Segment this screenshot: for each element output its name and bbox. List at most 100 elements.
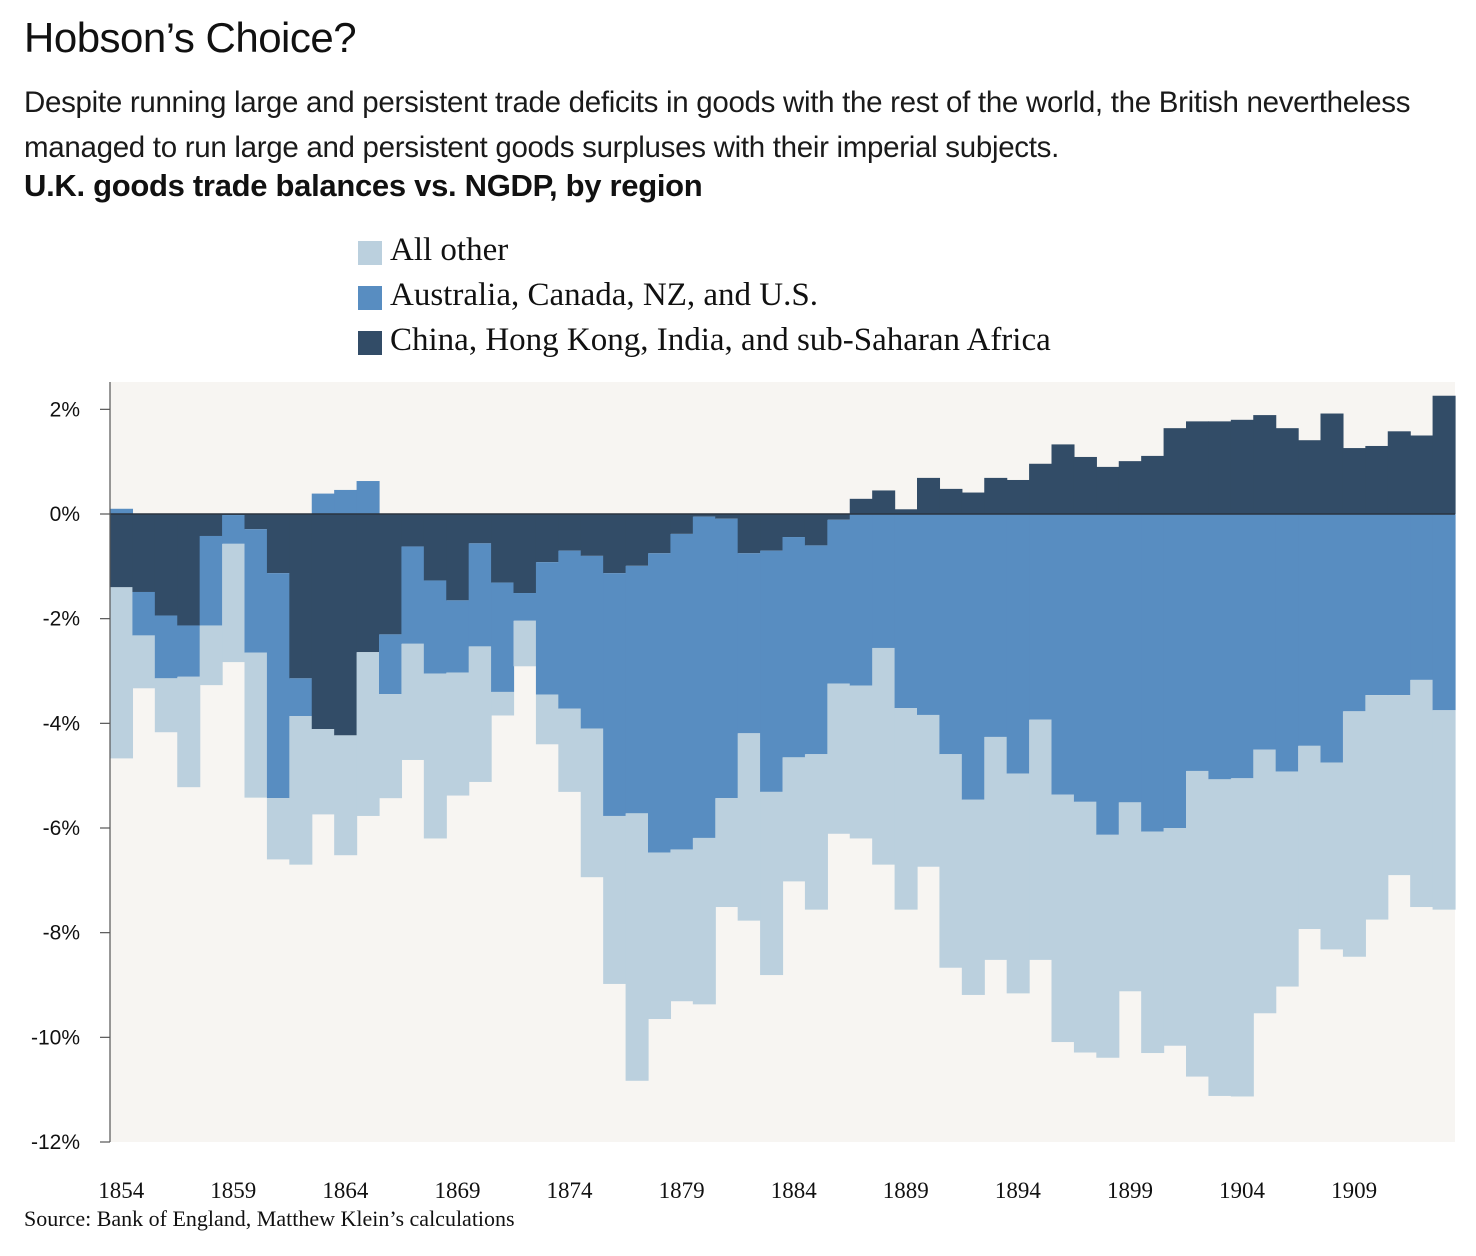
bar-aus-can-nz-us-1880 <box>692 516 716 838</box>
chart-subtitle: Despite running large and persistent tra… <box>24 86 1411 164</box>
legend-item-all-other: All other <box>358 228 1051 273</box>
bar-china-hk-india-ssa-1878 <box>648 514 672 554</box>
bar-china-hk-india-ssa-1890 <box>917 477 941 514</box>
bar-all-other-1863 <box>311 729 335 815</box>
bar-china-hk-india-ssa-1873 <box>535 514 559 563</box>
bar-aus-can-nz-us-1909 <box>1342 514 1366 712</box>
bar-china-hk-india-ssa-1895 <box>1029 463 1053 514</box>
bar-aus-can-nz-us-1892 <box>961 514 985 800</box>
bar-all-other-1904 <box>1230 778 1254 1097</box>
bar-aus-can-nz-us-1900 <box>1141 514 1165 832</box>
bar-all-other-1906 <box>1275 771 1299 987</box>
bar-china-hk-india-ssa-1858 <box>199 514 223 536</box>
y-tick-label: -10% <box>31 1026 80 1049</box>
bar-aus-can-nz-us-1910 <box>1365 514 1389 696</box>
y-tick-label: -6% <box>43 817 80 840</box>
bar-all-other-1857 <box>177 676 201 788</box>
source-note: Source: Bank of England, Matthew Klein’s… <box>24 1206 515 1231</box>
bar-aus-can-nz-us-1906 <box>1275 514 1299 772</box>
bar-china-hk-india-ssa-1906 <box>1275 428 1299 514</box>
legend-label: Australia, Canada, NZ, and U.S. <box>390 277 818 313</box>
legend-label: All other <box>390 232 509 268</box>
bar-aus-can-nz-us-1890 <box>917 514 941 715</box>
bar-all-other-1908 <box>1320 762 1344 950</box>
bar-all-other-1911 <box>1387 695 1411 876</box>
bar-china-hk-india-ssa-1886 <box>827 514 851 520</box>
bar-china-hk-india-ssa-1879 <box>670 514 694 534</box>
bar-china-hk-india-ssa-1857 <box>177 514 201 626</box>
bar-aus-can-nz-us-1913 <box>1432 514 1456 711</box>
bar-all-other-1880 <box>692 837 716 1005</box>
bar-all-other-1905 <box>1253 749 1277 1014</box>
bar-china-hk-india-ssa-1860 <box>244 514 268 530</box>
bar-all-other-1872 <box>513 620 537 667</box>
bar-aus-can-nz-us-1863 <box>311 493 335 514</box>
bar-aus-can-nz-us-1872 <box>513 593 537 621</box>
bar-all-other-1892 <box>961 799 985 995</box>
stacked-bar-chart: 2% 0% -2% -4% -6% -8% -10% -12% 1854 1859 1864 1869… <box>31 382 1456 1200</box>
axes: 2% 0% -2% -4% -6% -8% -10% -12% 1854 1859 1864 1869… <box>31 382 1455 1200</box>
bar-aus-can-nz-us-1902 <box>1186 514 1210 771</box>
bar-aus-can-nz-us-1878 <box>648 553 672 853</box>
bar-china-hk-india-ssa-1900 <box>1141 455 1165 514</box>
bar-aus-can-nz-us-1859 <box>222 515 246 544</box>
bar-all-other-1874 <box>558 708 582 792</box>
bar-all-other-1879 <box>670 849 694 1002</box>
bar-china-hk-india-ssa-1856 <box>154 514 178 616</box>
bar-china-hk-india-ssa-1875 <box>580 514 604 556</box>
bar-aus-can-nz-us-1912 <box>1410 514 1434 680</box>
bar-all-other-1888 <box>872 647 896 865</box>
x-tick-label: 1854 <box>98 1178 145 1200</box>
bar-aus-can-nz-us-1911 <box>1387 514 1411 696</box>
bar-china-hk-india-ssa-1903 <box>1208 421 1232 514</box>
bar-aus-can-nz-us-1862 <box>289 678 313 717</box>
bar-aus-can-nz-us-1869 <box>446 600 470 673</box>
bar-all-other-1861 <box>266 798 290 860</box>
bar-china-hk-india-ssa-1882 <box>737 514 761 554</box>
legend-swatch-all-other <box>358 240 382 265</box>
bar-aus-can-nz-us-1856 <box>154 615 178 679</box>
legend-swatch-aus-can-nz-us <box>358 285 382 310</box>
bar-aus-can-nz-us-1895 <box>1029 514 1053 720</box>
chart-title: Hobson’s Choice? <box>24 14 357 61</box>
bar-aus-can-nz-us-1879 <box>670 533 694 850</box>
bar-aus-can-nz-us-1857 <box>177 625 201 677</box>
bar-china-hk-india-ssa-1898 <box>1096 466 1120 514</box>
bar-all-other-1869 <box>446 672 470 796</box>
bar-all-other-1894 <box>1006 773 1030 994</box>
bar-china-hk-india-ssa-1910 <box>1365 445 1389 514</box>
bar-china-hk-india-ssa-1887 <box>849 498 873 514</box>
bar-china-hk-india-ssa-1872 <box>513 514 537 594</box>
y-tick-label: -2% <box>43 608 80 631</box>
bar-china-hk-india-ssa-1885 <box>804 514 828 546</box>
bar-china-hk-india-ssa-1863 <box>311 514 335 730</box>
bar-all-other-1860 <box>244 652 268 798</box>
bar-china-hk-india-ssa-1880 <box>692 514 716 517</box>
legend-swatch-china-hk-india-ssa <box>358 330 382 355</box>
bar-all-other-1891 <box>939 754 963 968</box>
bar-all-other-1898 <box>1096 834 1120 1058</box>
bar-china-hk-india-ssa-1861 <box>266 514 290 574</box>
bar-aus-can-nz-us-1903 <box>1208 514 1232 780</box>
legend: All other Australia, Canada, NZ, and U.S… <box>358 228 1051 363</box>
bar-aus-can-nz-us-1866 <box>379 634 403 695</box>
bar-china-hk-india-ssa-1874 <box>558 514 582 551</box>
bar-china-hk-india-ssa-1904 <box>1230 419 1254 514</box>
bar-aus-can-nz-us-1881 <box>715 518 739 799</box>
bar-aus-can-nz-us-1896 <box>1051 514 1075 795</box>
legend-item-aus-can-nz-us: Australia, Canada, NZ, and U.S. <box>358 273 1051 318</box>
bar-china-hk-india-ssa-1891 <box>939 488 963 514</box>
bar-aus-can-nz-us-1891 <box>939 514 963 755</box>
bar-all-other-1868 <box>423 673 447 839</box>
bar-all-other-1864 <box>334 735 358 856</box>
x-tick-label: 1884 <box>771 1178 818 1200</box>
bar-aus-can-nz-us-1884 <box>782 537 806 758</box>
bar-aus-can-nz-us-1888 <box>872 514 896 648</box>
bar-china-hk-india-ssa-1899 <box>1118 461 1142 514</box>
bar-china-hk-india-ssa-1908 <box>1320 413 1344 514</box>
bar-all-other-1878 <box>648 852 672 1020</box>
bar-china-hk-india-ssa-1896 <box>1051 444 1075 514</box>
bar-aus-can-nz-us-1854 <box>110 508 134 514</box>
bar-aus-can-nz-us-1873 <box>535 562 559 695</box>
bar-all-other-1902 <box>1186 770 1210 1077</box>
